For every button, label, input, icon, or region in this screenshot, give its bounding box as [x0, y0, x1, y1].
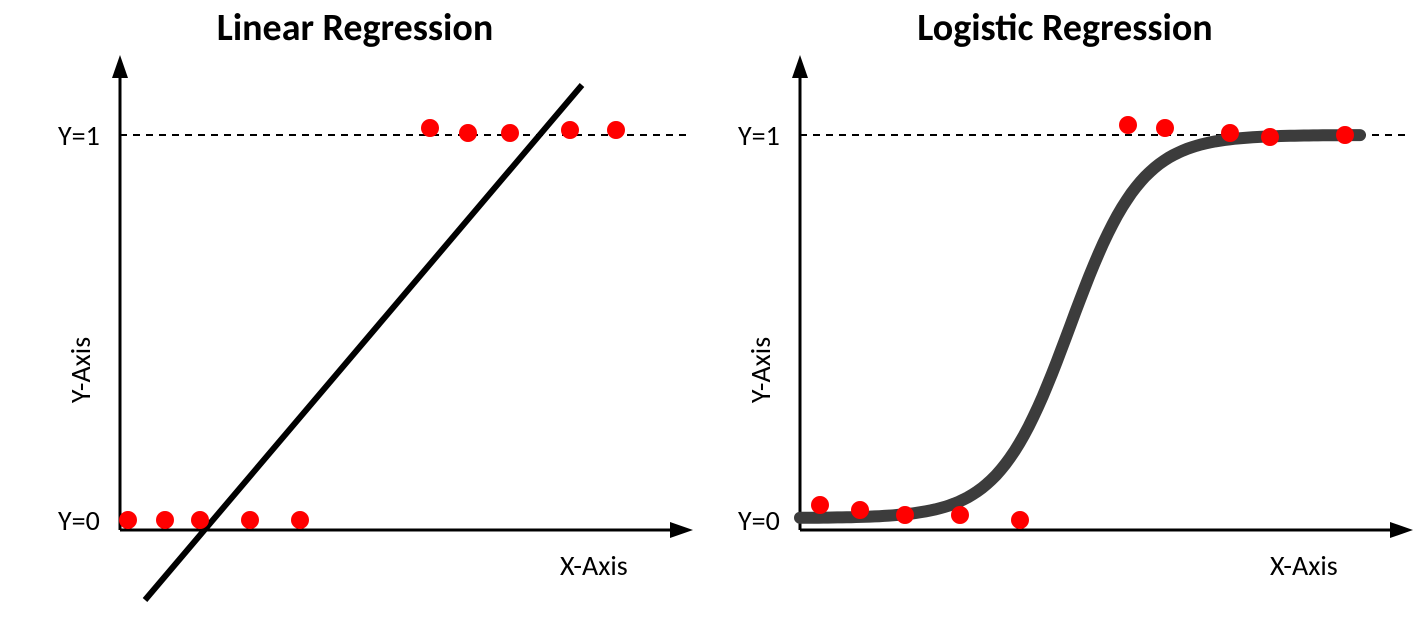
y-axis-label: Y-Axis: [63, 337, 98, 403]
plot-linear: Y=0 Y=1 Y-Axis X-Axis: [0, 0, 710, 632]
data-point: [1011, 511, 1029, 529]
y0-label: Y=0: [738, 503, 780, 538]
regression-comparison: Linear Regression Y=0: [0, 0, 1420, 632]
x-axis-label: X-Axis: [1270, 548, 1338, 583]
plot-logistic: Y=0 Y=1 Y-Axis X-Axis: [710, 0, 1420, 632]
data-point: [811, 496, 829, 514]
data-point: [421, 119, 439, 137]
y-axis-arrow: [792, 55, 808, 78]
y1-label: Y=1: [58, 118, 100, 153]
data-point: [561, 121, 579, 139]
data-point: [241, 511, 259, 529]
data-point: [156, 511, 174, 529]
data-point: [191, 511, 209, 529]
x-axis-label: X-Axis: [560, 548, 628, 583]
logistic-fit-curve: [800, 135, 1360, 518]
data-point: [501, 124, 519, 142]
y-axis-label: Y-Axis: [743, 337, 778, 403]
x-axis-arrow: [670, 522, 693, 538]
data-point: [896, 506, 914, 524]
data-point: [1261, 128, 1279, 146]
data-point: [459, 124, 477, 142]
data-point: [851, 501, 869, 519]
panel-logistic: Logistic Regression Y=0: [710, 0, 1420, 632]
y-axis-arrow: [112, 55, 128, 78]
data-point: [1119, 116, 1137, 134]
panel-linear: Linear Regression Y=0: [0, 0, 710, 632]
data-point: [1156, 119, 1174, 137]
y1-label: Y=1: [738, 118, 780, 153]
y0-label: Y=0: [58, 503, 100, 538]
linear-fit-line: [145, 85, 582, 600]
data-point: [119, 511, 137, 529]
data-point: [1221, 124, 1239, 142]
data-point: [607, 121, 625, 139]
x-axis-arrow: [1390, 522, 1413, 538]
data-point: [291, 511, 309, 529]
data-point: [1336, 126, 1354, 144]
data-point: [951, 506, 969, 524]
